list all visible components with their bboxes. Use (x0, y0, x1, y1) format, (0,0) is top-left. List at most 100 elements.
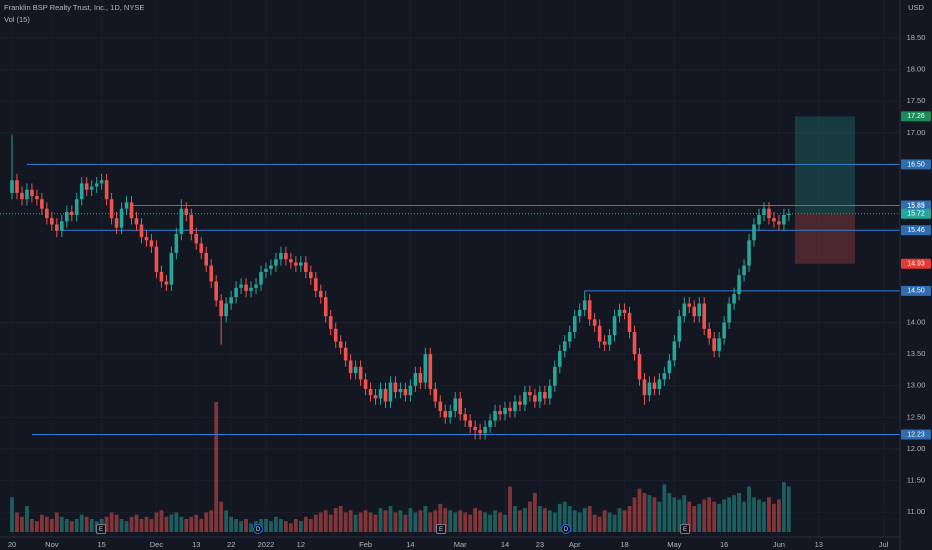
candle-body (209, 265, 213, 282)
plot-area (0, 116, 900, 532)
volume-bar (69, 521, 74, 532)
candle-body (388, 382, 393, 402)
y-tick-label: 11.50 (907, 476, 925, 485)
volume-bar (149, 519, 154, 532)
candle-body (159, 271, 164, 282)
volume-bar (707, 497, 712, 532)
volume-bar (318, 512, 323, 532)
candle-body (602, 341, 607, 345)
volume-bar (288, 523, 293, 532)
x-tick-label: 18 (620, 540, 628, 549)
level-label-box (901, 285, 931, 296)
candle-body (15, 180, 19, 193)
volume-bar (772, 503, 776, 532)
candle-body (498, 411, 502, 415)
y-tick-label: 11.00 (907, 507, 925, 516)
volume-bar (667, 493, 672, 532)
level-label: 12.23 (907, 431, 925, 438)
volume-bar (742, 501, 746, 532)
candle-body (284, 252, 288, 260)
volume-bar (89, 519, 94, 532)
event-icon (680, 524, 690, 534)
volume-bar (10, 497, 14, 532)
candle-body (438, 401, 443, 412)
volume-bar (577, 512, 582, 532)
candle-body (642, 379, 647, 396)
candle-body (433, 388, 438, 402)
volume-bar (523, 508, 527, 532)
candle-body (289, 259, 293, 263)
candle-body (134, 218, 139, 225)
volume-bar (224, 510, 229, 532)
volume-bar (662, 484, 667, 532)
candle-body (378, 388, 383, 399)
candle-body (657, 379, 662, 389)
volume-bar (129, 516, 134, 532)
volume-bar (607, 512, 612, 532)
candle-body (478, 430, 482, 434)
x-tick-label: Dec (150, 540, 164, 549)
indicator-label: Vol (15) (4, 15, 30, 24)
candle-body (448, 411, 453, 418)
volume-bar (219, 501, 224, 532)
volume-bar (592, 514, 597, 532)
volume-bar (229, 516, 234, 532)
candle-body (164, 281, 169, 285)
volume-bar (493, 510, 497, 532)
volume-bar (378, 508, 383, 532)
candle-body (254, 284, 258, 288)
candle-body (483, 426, 487, 434)
last-price-label: 15.72 (907, 211, 925, 218)
candle-body (214, 281, 218, 301)
volume-bar (59, 516, 64, 532)
volume-bar (313, 514, 318, 532)
volume-bar (353, 514, 358, 532)
volume-bar (249, 523, 253, 532)
volume-bar (134, 514, 139, 532)
y-tick-label: 13.50 (907, 349, 926, 358)
candle-body (154, 246, 159, 272)
volume-bar (767, 497, 771, 532)
volume-bar (164, 516, 169, 532)
candle-body (353, 366, 358, 374)
volume-bar (587, 506, 592, 532)
x-tick-label: 13 (192, 540, 200, 549)
candle-body (508, 407, 512, 412)
volume-bar (582, 508, 587, 532)
volume-bar (398, 510, 403, 532)
volume-bar (478, 510, 483, 532)
volume-bar (488, 514, 492, 532)
candle-body (607, 335, 612, 345)
candle-body (468, 420, 472, 427)
candle-body (348, 360, 353, 374)
candle-body (732, 294, 736, 304)
volume-bar (433, 510, 438, 532)
volume-bar (20, 516, 24, 532)
event-icon-label: E (683, 527, 687, 533)
x-tick-label: 22 (227, 540, 235, 549)
volume-bar (144, 516, 149, 532)
x-tick-label: 16 (720, 540, 728, 549)
volume-bar (79, 514, 84, 532)
candle-body (562, 341, 567, 351)
volume-bar (468, 514, 473, 532)
volume-bar (119, 519, 124, 532)
event-icon (561, 524, 571, 534)
volume-bar (508, 486, 512, 532)
volume-bar (453, 512, 458, 532)
candle-body (558, 350, 562, 367)
candle-body (50, 218, 54, 225)
level-label-box (901, 159, 931, 170)
candle-body (757, 215, 761, 225)
candle-body (692, 306, 697, 317)
candle-body (697, 303, 702, 317)
candle-body (702, 303, 707, 329)
volume-bar (732, 495, 736, 532)
candle-body (358, 366, 363, 380)
candle-body (582, 300, 587, 310)
candle-body (124, 202, 129, 209)
candle-body (383, 388, 388, 402)
volume-bar (15, 512, 19, 532)
x-tick-label: 12 (297, 540, 305, 549)
